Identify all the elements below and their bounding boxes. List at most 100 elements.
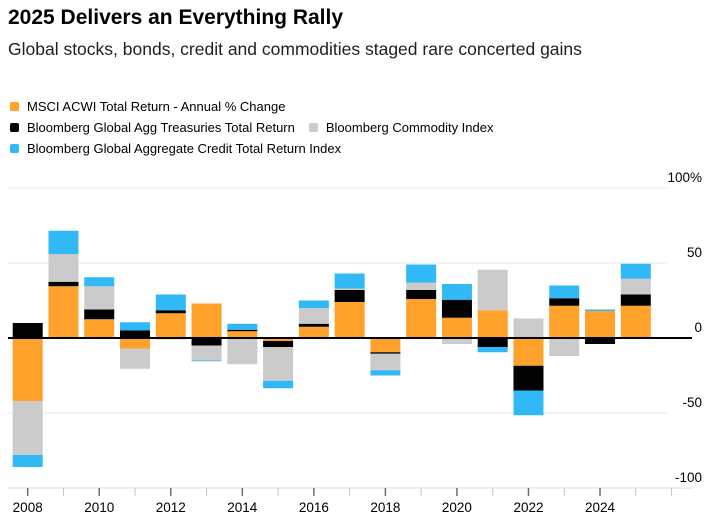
- bar-segment-series3-2018: [370, 370, 401, 376]
- legend-item-0: MSCI ACWI Total Return - Annual % Change: [10, 99, 285, 114]
- bar-segment-series0-2020: [441, 317, 472, 338]
- bar-segment-series3-2025: [620, 263, 651, 279]
- legend-item-1: Bloomberg Global Agg Treasuries Total Re…: [10, 120, 295, 135]
- bar-segment-series3-2023: [549, 285, 580, 299]
- bar-segment-series1-2025: [620, 294, 651, 306]
- bar-segment-series2-2019: [406, 282, 437, 290]
- legend-row: MSCI ACWI Total Return - Annual % Change: [10, 96, 508, 117]
- bar-segment-series1-2020: [441, 299, 472, 318]
- bar-segment-series2-2009: [48, 254, 79, 282]
- bar-segment-series3-2019: [406, 264, 437, 283]
- bar-segment-series0-2016: [298, 326, 329, 338]
- legend-label: MSCI ACWI Total Return - Annual % Change: [27, 99, 286, 114]
- bar-segment-series2-2014: [227, 338, 258, 365]
- bar-segment-series2-2021: [477, 269, 508, 311]
- bar-segment-series0-2014: [227, 331, 258, 338]
- bar-segment-series1-2023: [549, 298, 580, 306]
- bar-segment-series0-2019: [406, 299, 437, 338]
- y-axis-label: -100: [675, 470, 702, 485]
- bar-segment-series3-2011: [120, 322, 151, 331]
- bar-segment-series1-2016: [298, 323, 329, 327]
- bar-segment-series0-2008: [12, 338, 43, 401]
- legend-label: Bloomberg Commodity Index: [325, 120, 494, 135]
- bar-segment-series2-2010: [84, 286, 115, 310]
- x-axis-label: 2014: [227, 500, 258, 515]
- bar-segment-series0-2012: [155, 313, 186, 338]
- bar-segment-series1-2015: [263, 341, 294, 347]
- bar-segment-series3-2014: [227, 323, 258, 330]
- bar-segment-series3-2017: [334, 273, 365, 289]
- bar-segment-series1-2017: [334, 290, 365, 302]
- bar-segment-series3-2020: [441, 284, 472, 300]
- legend-swatch: [10, 144, 19, 153]
- bar-segment-series1-2012: [155, 310, 186, 314]
- bar-segment-series1-2024: [585, 338, 616, 344]
- bar-segment-series3-2008: [12, 455, 43, 467]
- bar-segment-series1-2008: [12, 323, 43, 338]
- legend-label: Bloomberg Global Aggregate Credit Total …: [27, 141, 342, 156]
- x-axis-label: 2016: [299, 500, 329, 515]
- legend-swatch: [10, 123, 19, 132]
- bar-segment-series2-2025: [620, 278, 651, 295]
- bar-segment-series1-2009: [48, 281, 79, 287]
- bar-segment-series3-2024: [585, 309, 616, 311]
- legend-swatch: [308, 123, 318, 132]
- bar-segment-series2-2013: [191, 345, 222, 361]
- bar-segment-series0-2010: [84, 319, 115, 338]
- y-axis-label: 50: [687, 245, 702, 260]
- y-axis-label: 100%: [667, 170, 702, 185]
- bar-segment-series0-2013: [191, 303, 222, 338]
- legend-row: Bloomberg Global Aggregate Credit Total …: [10, 138, 508, 159]
- legend-item-2: Bloomberg Commodity Index: [308, 120, 494, 135]
- x-axis-label: 2008: [13, 500, 43, 515]
- bar-segment-series2-2015: [263, 347, 294, 381]
- bar-segment-series2-2017: [334, 288, 365, 290]
- bar-segment-series0-2009: [48, 286, 79, 338]
- bar-segment-series3-2022: [513, 390, 544, 416]
- legend-item-3: Bloomberg Global Aggregate Credit Total …: [10, 141, 341, 156]
- bar-segment-series1-2011: [120, 330, 151, 338]
- bar-segment-series3-2010: [84, 277, 115, 287]
- bar-segment-series1-2013: [191, 338, 222, 346]
- x-axis-label: 2012: [156, 500, 186, 515]
- bar-segment-series0-2011: [120, 338, 151, 349]
- bar-segment-series3-2016: [298, 300, 329, 308]
- chart-subtitle: Global stocks, bonds, credit and commodi…: [8, 39, 582, 59]
- x-axis-label: 2010: [84, 500, 114, 515]
- bar-segment-series3-2012: [155, 294, 186, 311]
- bar-segment-series0-2022: [513, 338, 544, 366]
- y-axis-label: -50: [682, 395, 702, 410]
- bar-segment-series0-2018: [370, 338, 401, 353]
- bar-segment-series0-2025: [620, 305, 651, 338]
- x-axis-label: 2022: [513, 500, 543, 515]
- bar-segment-series3-2013: [191, 360, 222, 362]
- bar-segment-series1-2014: [227, 329, 258, 332]
- legend-label: Bloomberg Global Agg Treasuries Total Re…: [27, 120, 295, 135]
- bar-segment-series3-2021: [477, 347, 508, 353]
- bar-segment-series0-2015: [263, 338, 294, 341]
- chart-legend: MSCI ACWI Total Return - Annual % Change…: [10, 96, 508, 159]
- bar-segment-series1-2019: [406, 290, 437, 299]
- x-axis-label: 2020: [442, 500, 472, 515]
- chart-title: 2025 Delivers an Everything Rally: [8, 6, 344, 29]
- bar-segment-series3-2009: [48, 230, 79, 254]
- bar-segment-series3-2015: [263, 380, 294, 389]
- bar-segment-series2-2016: [298, 308, 329, 324]
- bar-segment-series1-2021: [477, 338, 508, 347]
- bar-segment-series1-2018: [370, 352, 401, 354]
- bar-segment-series2-2020: [441, 338, 472, 344]
- bar-segment-series2-2023: [549, 338, 580, 356]
- stacked-bar-chart: 100% 50 0 -50 -100 2008 2010 2012 2014 2016 2018 20…: [8, 170, 702, 515]
- bar-segment-series2-2022: [513, 318, 544, 338]
- bar-segment-series2-2018: [370, 353, 401, 371]
- x-axis-label: 2024: [585, 500, 616, 515]
- bar-segment-series0-2023: [549, 305, 580, 338]
- bar-segment-series1-2022: [513, 365, 544, 391]
- plot-area: 100% 50 0 -50 -100 2008 2010 2012 2014 2016 2018 20…: [0, 166, 711, 527]
- bar-segment-series1-2010: [84, 309, 115, 320]
- legend-swatch: [10, 102, 19, 111]
- x-axis-label: 2018: [370, 500, 400, 515]
- bar-segment-series0-2024: [585, 311, 616, 338]
- bar-segment-series2-2008: [12, 401, 43, 455]
